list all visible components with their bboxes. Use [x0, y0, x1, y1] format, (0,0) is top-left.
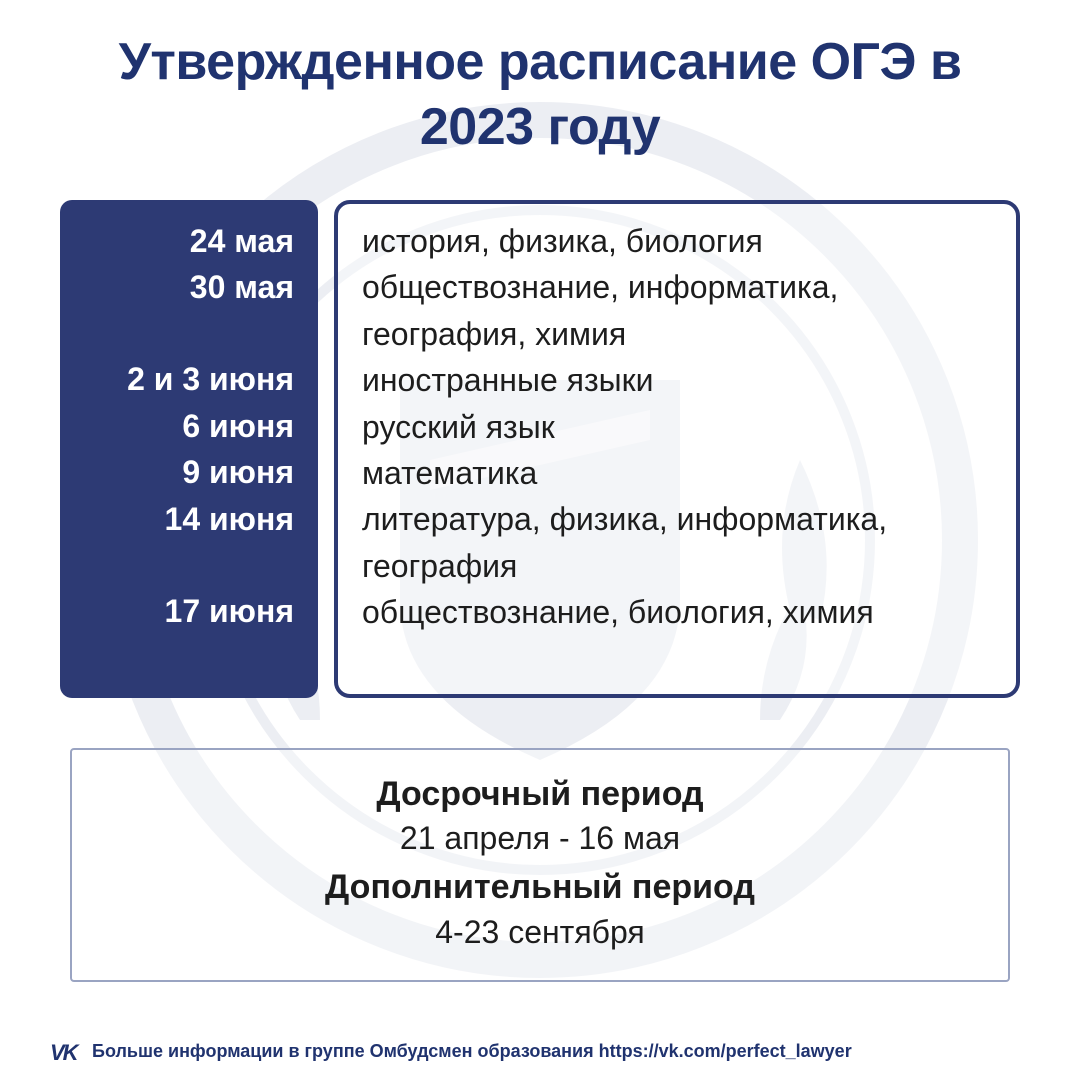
extra-period-dates: 4-23 сентября	[92, 911, 988, 954]
dates-column: 24 мая 30 мая 2 и 3 июня 6 июня 9 июня 1…	[60, 200, 318, 698]
date-cell: 30 мая	[84, 264, 294, 356]
date-cell: 14 июня	[84, 496, 294, 588]
subject-cell: литература, физика, информатика, географ…	[362, 496, 992, 589]
subject-cell: русский язык	[362, 404, 992, 450]
extra-period-title: Дополнительный период	[92, 865, 988, 911]
periods-panel: Досрочный период 21 апреля - 16 мая Допо…	[70, 748, 1010, 982]
footer-text: Больше информации в группе Омбудсмен обр…	[92, 1041, 852, 1062]
subject-cell: математика	[362, 450, 992, 496]
page-title: Утвержденное расписание ОГЭ в 2023 году	[60, 30, 1020, 160]
subject-cell: иностранные языки	[362, 357, 992, 403]
subject-cell: история, физика, биология	[362, 218, 992, 264]
vk-icon: VK	[50, 1040, 84, 1062]
subjects-column: история, физика, биология обществознание…	[334, 200, 1020, 698]
subject-cell: обществознание, биология, химия	[362, 589, 992, 635]
date-cell: 9 июня	[84, 449, 294, 495]
date-cell: 17 июня	[84, 588, 294, 680]
date-cell: 6 июня	[84, 403, 294, 449]
subject-cell: обществознание, информатика, география, …	[362, 264, 992, 357]
date-cell: 2 и 3 июня	[84, 356, 294, 402]
early-period-title: Досрочный период	[92, 772, 988, 818]
schedule-table: 24 мая 30 мая 2 и 3 июня 6 июня 9 июня 1…	[60, 200, 1020, 698]
date-cell: 24 мая	[84, 218, 294, 264]
footer: VK Больше информации в группе Омбудсмен …	[50, 1040, 852, 1062]
early-period-dates: 21 апреля - 16 мая	[92, 817, 988, 860]
